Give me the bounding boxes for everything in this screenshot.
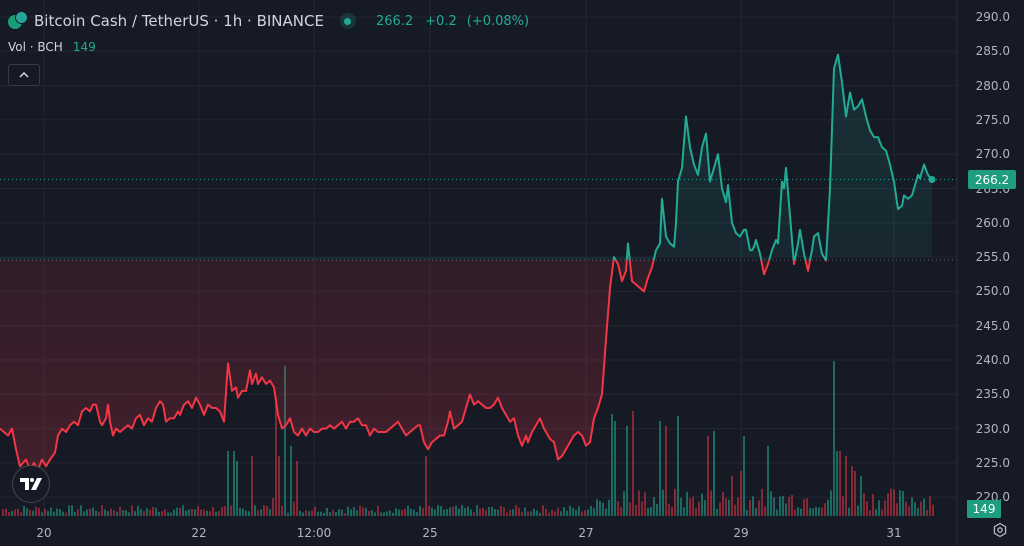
settings-icon[interactable] xyxy=(992,522,1008,538)
time-tick-label: 27 xyxy=(578,526,594,540)
price-tick-label: 255.0 xyxy=(975,250,1010,265)
tradingview-logo-icon xyxy=(20,478,42,490)
time-tick-label: 31 xyxy=(886,526,902,540)
chevron-up-icon xyxy=(19,72,29,78)
price-tick-label: 240.0 xyxy=(975,353,1010,367)
symbol-title[interactable]: Bitcoin Cash / TetherUS · 1h · BINANCE xyxy=(34,12,324,30)
price-tick-label: 235.0 xyxy=(975,387,1010,402)
price-tick-label: 260.0 xyxy=(975,215,1010,230)
volume-bars xyxy=(2,361,934,516)
price-change-pct: (+0.08%) xyxy=(466,13,530,29)
last-price-tag: 266.2 xyxy=(968,170,1016,189)
price-tick-label: 280.0 xyxy=(975,78,1010,93)
market-open-status-icon[interactable] xyxy=(339,13,356,29)
volume-tag: 149 xyxy=(967,500,1001,518)
time-tick-label: 20 xyxy=(36,526,52,540)
price-tick-label: 250.0 xyxy=(975,284,1010,299)
price-tick-label: 285.0 xyxy=(975,44,1010,59)
time-tick-label: 25 xyxy=(422,526,438,540)
price-tick-label: 245.0 xyxy=(975,318,1010,333)
price-line xyxy=(0,53,933,471)
volume-value: 149 xyxy=(72,40,96,54)
price-tick-label: 270.0 xyxy=(975,147,1010,162)
bitcoin-cash-icon xyxy=(8,11,28,31)
price-change: +0.2 xyxy=(425,13,457,29)
price-tick-label: 290.0 xyxy=(975,10,1010,24)
last-price-dot xyxy=(928,176,936,183)
collapse-legend-button[interactable] xyxy=(8,64,40,86)
tradingview-logo[interactable] xyxy=(12,465,50,503)
volume-label: Vol · BCH xyxy=(8,40,63,54)
price-tick-label: 230.0 xyxy=(975,421,1010,436)
symbol-legend: Bitcoin Cash / TetherUS · 1h · BINANCE 2… xyxy=(8,11,529,31)
time-tick-label: 12:00 xyxy=(296,526,332,540)
last-price: 266.2 xyxy=(375,13,414,29)
volume-legend[interactable]: Vol · BCH 149 xyxy=(8,40,96,54)
time-tick-label: 22 xyxy=(191,526,207,540)
price-tick-label: 225.0 xyxy=(975,455,1010,470)
time-tick-label: 29 xyxy=(733,526,749,540)
price-tick-label: 275.0 xyxy=(975,112,1010,127)
